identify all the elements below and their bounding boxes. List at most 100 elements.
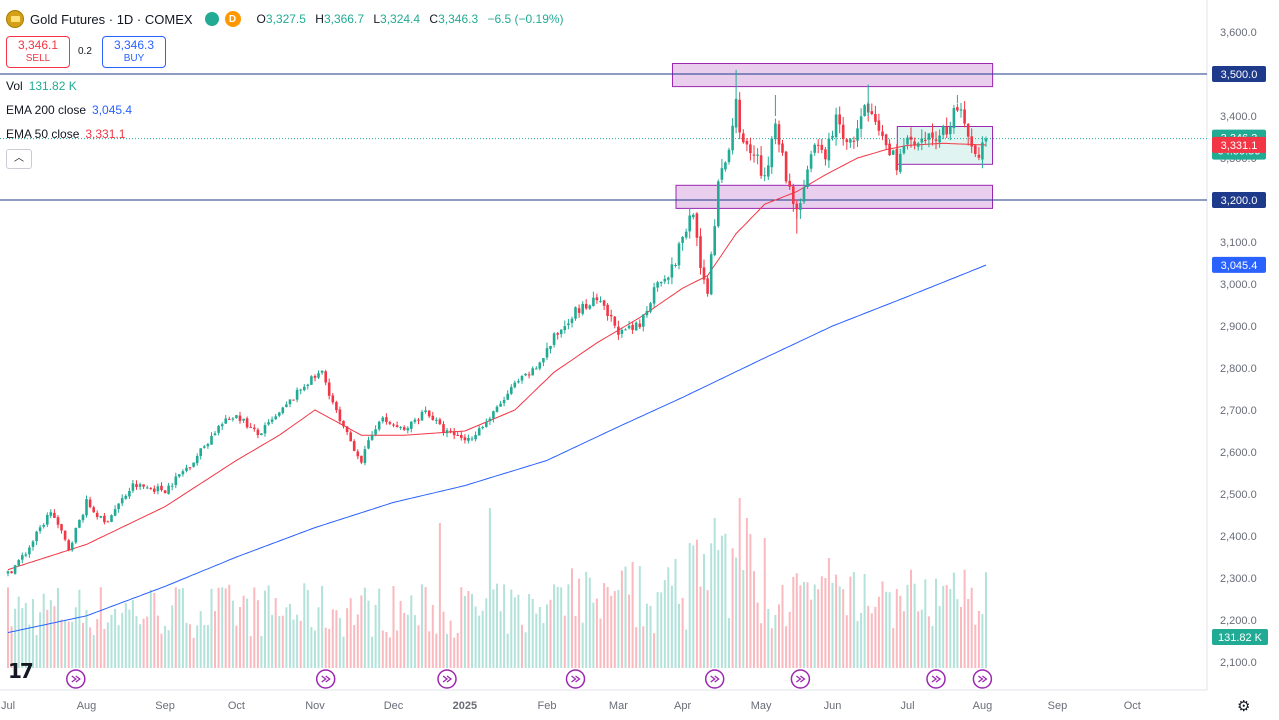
volume-bar (338, 618, 341, 668)
volume-bar (792, 576, 795, 668)
volume-bar (303, 583, 306, 668)
candle-body (452, 431, 456, 436)
candle-body (984, 138, 988, 142)
volume-bar (952, 572, 955, 668)
volume-bar (153, 592, 156, 668)
candle-body (46, 515, 49, 525)
candle-body (820, 144, 824, 150)
candle-body (634, 322, 638, 331)
symbol-title[interactable]: Gold Futures · 1D · COMEX (30, 11, 193, 27)
volume-bar (695, 539, 698, 668)
price-tick-label: 3,600.0 (1220, 27, 1257, 39)
volume-bar (535, 613, 538, 668)
candle-body (510, 387, 513, 394)
candle-body (813, 144, 816, 153)
volume-bar (835, 574, 838, 668)
candle-body (638, 323, 642, 328)
delayed-data-icon[interactable]: D (224, 11, 241, 27)
buy-button[interactable]: 3,346.3 BUY (102, 36, 166, 68)
buy-price: 3,346.3 (113, 38, 155, 52)
candle-body (841, 124, 845, 140)
ema200-line (7, 264, 987, 634)
price-tick-label: 2,400.0 (1220, 531, 1257, 543)
time-tick-label: Oct (228, 700, 245, 712)
volume-bar (567, 584, 570, 668)
volume-bar (428, 631, 431, 668)
tradingview-logo-icon[interactable]: 17 (8, 659, 34, 683)
candle-body (481, 427, 484, 429)
volume-bar (960, 606, 962, 668)
volume-bar (378, 588, 381, 668)
candle-body (831, 135, 834, 138)
ema50-legend[interactable]: EMA 50 close 3,331.1 (6, 127, 125, 141)
volume-bar (32, 599, 34, 668)
candle-body (49, 512, 53, 516)
candle-body (852, 140, 856, 142)
volume-bar (881, 581, 884, 668)
volume-bar (7, 587, 9, 668)
volume-bar (242, 595, 245, 668)
candle-body (117, 503, 120, 510)
candle-body (556, 333, 559, 335)
volume-bar (399, 600, 402, 668)
price-axis: 2,100.0 2,200.0 2,300.0 2,400.0 2,500.0 2,600… (1220, 27, 1257, 669)
candle-body (156, 486, 160, 492)
candle-body (802, 187, 806, 202)
price-badge (1212, 136, 1266, 153)
volume-bar (563, 615, 566, 668)
candle-body (128, 491, 131, 497)
supply-zone (672, 63, 994, 88)
volume-bar (292, 619, 295, 668)
candle-body (320, 370, 324, 373)
ema200-legend[interactable]: EMA 200 close 3,045.4 (6, 103, 132, 117)
candle-body (431, 415, 435, 420)
volume-bar (556, 586, 559, 668)
open-value: 3,327.5 (265, 12, 306, 26)
candle-body (745, 140, 749, 145)
time-tick-label: Aug (973, 700, 993, 712)
event-arrow-icon (321, 675, 331, 683)
volume-bar (471, 593, 473, 668)
candle-body (581, 303, 584, 314)
volume-bar (10, 626, 13, 668)
sell-price: 3,346.1 (17, 38, 59, 52)
sell-button[interactable]: 3,346.1 SELL (6, 36, 70, 68)
collapse-legend-button[interactable]: ︿ (6, 149, 32, 169)
volume-bar (53, 606, 56, 668)
volume-bar (524, 632, 527, 668)
candle-body (167, 485, 170, 494)
volume-bar (96, 619, 99, 668)
volume-bar (913, 583, 916, 668)
candle-body (349, 432, 352, 442)
candle-body (120, 498, 124, 504)
volume-bar (595, 598, 598, 668)
candle-body (674, 265, 677, 266)
candle-body (474, 435, 477, 440)
candle-body (916, 143, 920, 147)
volume-bar (656, 592, 659, 668)
candle-body (31, 541, 35, 547)
candle-body (467, 438, 470, 441)
candle-body (924, 139, 927, 141)
volume-legend[interactable]: Vol 131.82 K (6, 79, 77, 93)
candle-body (624, 329, 627, 331)
candle-body (402, 427, 406, 430)
symbol-header[interactable]: Gold Futures · 1D · COMEX D O3,327.5 H3,… (6, 6, 570, 32)
candle-body (966, 124, 970, 137)
candle-body (135, 484, 138, 488)
candle-body (981, 142, 984, 160)
candle-body (406, 428, 410, 431)
volume-bar (310, 627, 313, 668)
spread-value: 0.2 (78, 46, 92, 57)
candle-body (153, 488, 156, 492)
candle-body (360, 455, 363, 463)
price-badge-label: 3,200.0 (1221, 195, 1258, 207)
close-label: C (429, 12, 439, 26)
candle-body (502, 400, 506, 404)
volume-bar (21, 608, 24, 668)
gear-icon[interactable]: ⚙ (1237, 698, 1251, 715)
candle-body (563, 326, 567, 331)
time-tick-label: Dec (384, 700, 404, 712)
volume-bar (460, 587, 463, 668)
